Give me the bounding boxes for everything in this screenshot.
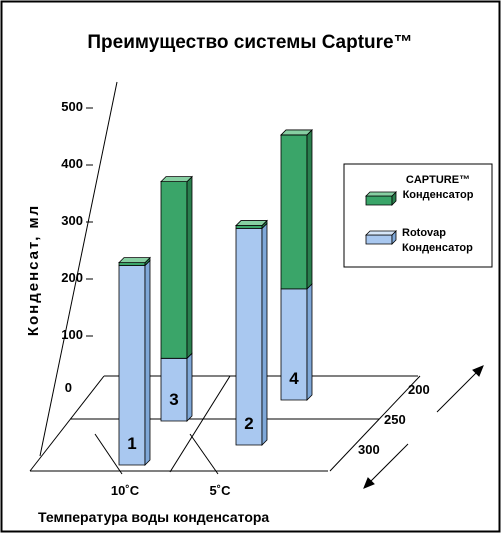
bar-4-capture-side [306, 128, 313, 290]
depth-label-300: 300 [358, 442, 380, 457]
bar-label-2: 2 [244, 414, 253, 433]
legend-swatch-capture-top [365, 191, 397, 197]
legend-swatch-rotovap-top [365, 230, 397, 236]
temperature-label-5: 5˚C [210, 483, 232, 498]
temperature-label-10: 10˚C [111, 483, 140, 498]
chart-title: Преимущество системы Capture™ [87, 32, 412, 53]
legend-swatch-rotovap-face [365, 234, 393, 245]
y-tick-label: 200 [61, 270, 83, 285]
bar-4-rotovap-side [306, 282, 313, 401]
bar-4-capture-face [280, 134, 308, 290]
y-axis-label: Конденсат, мл [25, 204, 42, 336]
y-tick-label: 500 [61, 99, 83, 114]
y-tick-label: 400 [61, 156, 83, 171]
legend-box [343, 163, 493, 268]
y-tick-label: 100 [61, 327, 83, 342]
legend-swatch-capture-face [365, 195, 393, 206]
y-tick-label: 0 [65, 380, 72, 395]
y-tick-label: 300 [61, 213, 83, 228]
x-axis-label: Температура воды конденсатора [38, 509, 269, 525]
y-ticks: 0 100 200 300 400 500 [61, 99, 83, 395]
legend-rotovap-line2: Конденсатор [402, 242, 473, 254]
depth-arrow-down [367, 443, 409, 485]
depth-arrow-down-head [363, 477, 375, 489]
bar-1-capture-face [118, 262, 146, 266]
bar-label-4: 4 [289, 369, 299, 388]
depth-arrow-up-head [472, 365, 484, 377]
depth-label-250: 250 [384, 412, 406, 427]
bar-1-capture-top [118, 257, 151, 264]
legend: CAPTURE™ Конденсатор Rotovap Конденсатор [343, 163, 493, 268]
bar-4-capture-top [280, 129, 313, 136]
legend-capture-line2: Конденсатор [403, 189, 474, 201]
bar-label-3: 3 [169, 390, 178, 409]
bar-2-capture-top [235, 220, 268, 226]
bar-2-capture-face [235, 225, 263, 229]
bar-3-capture-face [160, 181, 188, 359]
floor-line [329, 375, 421, 472]
legend-rotovap-line1: Rotovap [402, 227, 446, 239]
bars: 1 3 2 4 [118, 128, 313, 466]
bar-label-1: 1 [127, 434, 136, 453]
floor-line [29, 375, 105, 472]
bar-1-rotovap-side [144, 259, 151, 466]
y-axis-line [39, 81, 118, 457]
floor-line [189, 433, 219, 475]
depth-arrow-up [436, 369, 480, 413]
legend-capture-line1: CAPTURE™ [406, 174, 470, 186]
bar-2-rotovap-face [235, 227, 263, 446]
floor-line [169, 375, 231, 473]
bar-2-rotovap-side [261, 222, 268, 446]
bar-3-rotovap-side [186, 352, 193, 422]
y-axis [39, 81, 118, 457]
floor-line [94, 433, 123, 475]
bar-3-capture-top [160, 176, 193, 183]
bar-3-capture-side [186, 175, 193, 360]
depth-label-200: 200 [408, 382, 430, 397]
